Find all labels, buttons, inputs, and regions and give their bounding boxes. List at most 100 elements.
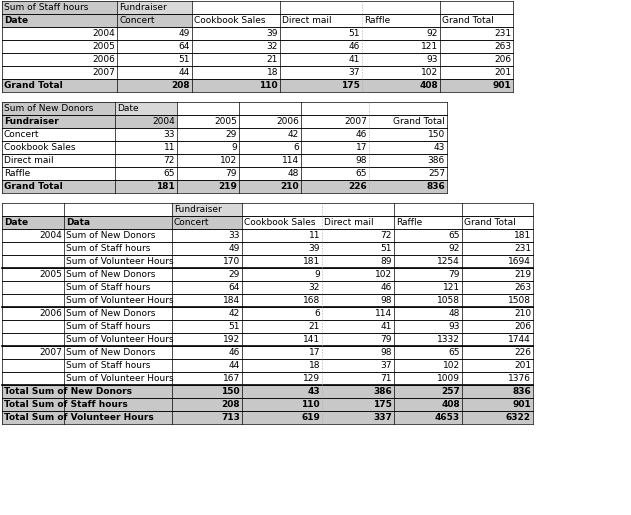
Text: Grand Total: Grand Total bbox=[464, 218, 516, 227]
Text: Total Sum of Staff hours: Total Sum of Staff hours bbox=[4, 400, 127, 409]
Bar bbox=[462, 333, 533, 346]
Bar bbox=[239, 102, 301, 115]
Text: 18: 18 bbox=[266, 68, 278, 77]
Text: 2006: 2006 bbox=[39, 309, 62, 318]
Text: 2006: 2006 bbox=[276, 117, 299, 126]
Bar bbox=[301, 180, 369, 193]
Bar bbox=[322, 255, 394, 268]
Text: 257: 257 bbox=[428, 169, 445, 178]
Text: Sum of Staff hours: Sum of Staff hours bbox=[4, 3, 88, 12]
Bar bbox=[242, 398, 322, 411]
Bar bbox=[362, 27, 440, 40]
Bar bbox=[394, 372, 462, 385]
Bar bbox=[440, 40, 513, 53]
Bar bbox=[177, 102, 239, 115]
Text: 98: 98 bbox=[355, 156, 367, 165]
Bar bbox=[64, 268, 172, 281]
Text: 1254: 1254 bbox=[437, 257, 460, 266]
Bar bbox=[172, 229, 242, 242]
Bar bbox=[242, 216, 322, 229]
Text: 46: 46 bbox=[380, 283, 392, 292]
Bar bbox=[242, 372, 322, 385]
Bar bbox=[394, 333, 462, 346]
Bar bbox=[177, 141, 239, 154]
Bar bbox=[440, 66, 513, 79]
Bar bbox=[322, 281, 394, 294]
Text: 210: 210 bbox=[280, 182, 299, 191]
Text: Sum of Volunteer Hours: Sum of Volunteer Hours bbox=[66, 257, 174, 266]
Bar bbox=[172, 333, 242, 346]
Text: Grand Total: Grand Total bbox=[4, 182, 62, 191]
Text: 6: 6 bbox=[293, 143, 299, 152]
Bar bbox=[322, 229, 394, 242]
Text: 175: 175 bbox=[341, 81, 360, 90]
Text: 98: 98 bbox=[380, 348, 392, 357]
Text: Sum of Volunteer Hours: Sum of Volunteer Hours bbox=[66, 335, 174, 344]
Bar bbox=[301, 154, 369, 167]
Text: 37: 37 bbox=[348, 68, 360, 77]
Text: Grand Total: Grand Total bbox=[4, 81, 62, 90]
Bar bbox=[64, 333, 172, 346]
Bar bbox=[301, 115, 369, 128]
Text: 44: 44 bbox=[229, 361, 240, 370]
Bar bbox=[462, 307, 533, 320]
Text: Sum of New Donors: Sum of New Donors bbox=[66, 309, 155, 318]
Text: 49: 49 bbox=[179, 29, 190, 38]
Text: Sum of Staff hours: Sum of Staff hours bbox=[66, 283, 150, 292]
Text: 181: 181 bbox=[303, 257, 320, 266]
Bar bbox=[2, 307, 64, 320]
Bar bbox=[242, 346, 322, 359]
Bar bbox=[192, 40, 280, 53]
Text: 17: 17 bbox=[309, 348, 320, 357]
Text: 1332: 1332 bbox=[437, 335, 460, 344]
Bar bbox=[2, 14, 117, 27]
Text: 713: 713 bbox=[221, 413, 240, 422]
Bar bbox=[322, 359, 394, 372]
Bar bbox=[362, 40, 440, 53]
Text: 51: 51 bbox=[179, 55, 190, 64]
Text: 181: 181 bbox=[514, 231, 531, 240]
Text: 11: 11 bbox=[163, 143, 175, 152]
Bar bbox=[301, 167, 369, 180]
Text: 33: 33 bbox=[228, 231, 240, 240]
Bar bbox=[280, 79, 362, 92]
Bar bbox=[462, 294, 533, 307]
Text: 102: 102 bbox=[375, 270, 392, 279]
Bar bbox=[2, 268, 64, 281]
Bar bbox=[2, 294, 64, 307]
Bar bbox=[239, 128, 301, 141]
Text: Fundraiser: Fundraiser bbox=[174, 205, 221, 214]
Text: 619: 619 bbox=[301, 413, 320, 422]
Bar bbox=[440, 27, 513, 40]
Bar bbox=[117, 1, 192, 14]
Text: Fundraiser: Fundraiser bbox=[4, 117, 59, 126]
Bar bbox=[394, 281, 462, 294]
Text: 79: 79 bbox=[225, 169, 237, 178]
Bar bbox=[280, 1, 362, 14]
Bar bbox=[462, 203, 533, 216]
Text: 46: 46 bbox=[356, 130, 367, 139]
Text: Direct mail: Direct mail bbox=[282, 16, 332, 25]
Bar bbox=[242, 320, 322, 333]
Text: Concert: Concert bbox=[174, 218, 209, 227]
Bar bbox=[369, 141, 447, 154]
Text: 32: 32 bbox=[309, 283, 320, 292]
Text: 337: 337 bbox=[373, 413, 392, 422]
Bar bbox=[239, 154, 301, 167]
Bar bbox=[172, 203, 242, 216]
Text: Cookbook Sales: Cookbook Sales bbox=[244, 218, 316, 227]
Bar bbox=[177, 115, 239, 128]
Text: Fundraiser: Fundraiser bbox=[119, 3, 167, 12]
Bar bbox=[117, 40, 192, 53]
Bar bbox=[440, 79, 513, 92]
Text: 110: 110 bbox=[259, 81, 278, 90]
Text: Raffle: Raffle bbox=[396, 218, 422, 227]
Bar bbox=[394, 320, 462, 333]
Bar bbox=[192, 53, 280, 66]
Bar bbox=[280, 14, 362, 27]
Bar bbox=[192, 1, 280, 14]
Bar bbox=[2, 411, 64, 424]
Bar bbox=[280, 27, 362, 40]
Bar bbox=[242, 307, 322, 320]
Text: 92: 92 bbox=[427, 29, 438, 38]
